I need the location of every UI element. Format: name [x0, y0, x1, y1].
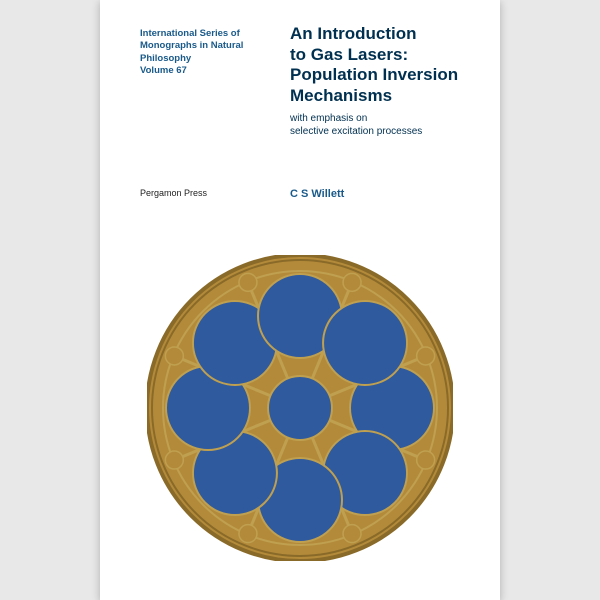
book-subtitle: with emphasis on selective excitation pr…	[290, 112, 470, 138]
book-cover: International Series of Monographs in Na…	[100, 0, 500, 600]
series-line: International Series of	[140, 28, 280, 40]
rose-window-icon	[147, 255, 453, 561]
publisher-name: Pergamon Press	[140, 188, 207, 198]
title-line: Mechanisms	[290, 86, 470, 107]
author-name: C S Willett	[290, 188, 344, 200]
title-line: Population Inversion	[290, 65, 470, 86]
series-line: Monographs in Natural	[140, 40, 280, 52]
subtitle-line: with emphasis on	[290, 112, 470, 125]
book-title: An Introduction to Gas Lasers: Populatio…	[290, 24, 470, 107]
subtitle-line: selective excitation processes	[290, 125, 470, 138]
title-line: to Gas Lasers:	[290, 45, 470, 66]
title-block: An Introduction to Gas Lasers: Populatio…	[290, 24, 470, 138]
series-info: International Series of Monographs in Na…	[140, 28, 280, 77]
title-line: An Introduction	[290, 24, 470, 45]
series-volume: Volume 67	[140, 65, 280, 77]
series-line: Philosophy	[140, 53, 280, 65]
